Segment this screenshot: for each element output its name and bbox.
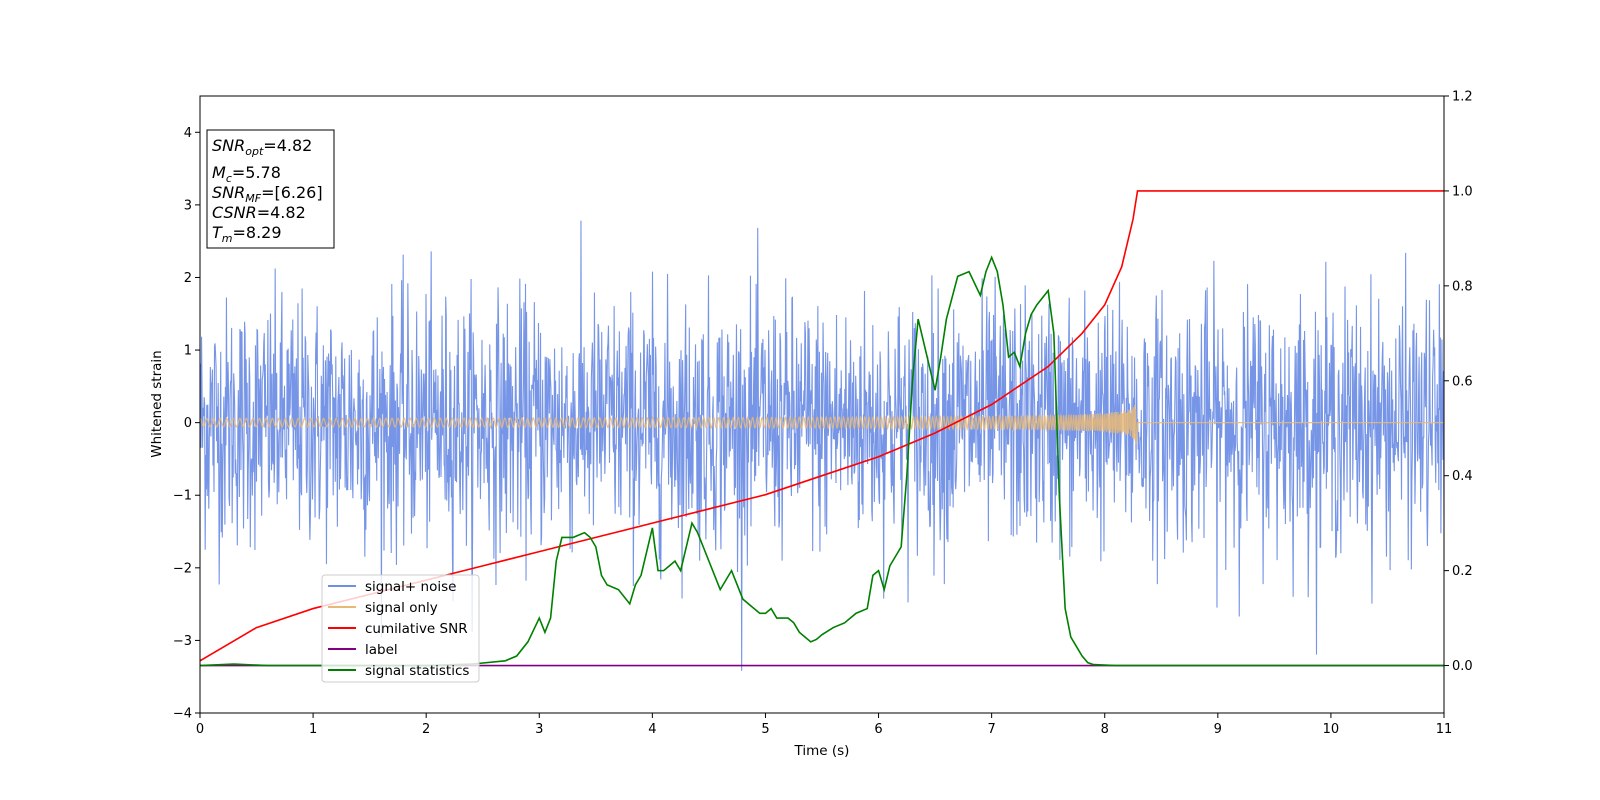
left-y-tick-label: −2 [173,561,192,576]
info-snr-opt: SNRopt=4.82 [212,136,312,158]
x-tick-label: 6 [874,722,882,737]
series-signal-statistics [200,255,1444,667]
legend-frame [321,574,480,683]
y-axis-label: Whitened strain [149,350,165,457]
info-snr-mf: SNRMF=[6.26] [212,183,323,205]
left-y-tick-label: 3 [184,198,192,213]
x-tick-label: 11 [1436,722,1453,737]
x-tick-label: 3 [535,722,543,737]
x-tick-label: 7 [987,722,995,737]
x-tick-label: 9 [1214,722,1222,737]
left-y-tick-label: −3 [173,634,192,649]
info-mc-value: 5.78 [245,163,281,182]
x-axis-ticks: 0 1 2 3 4 5 6 7 8 9 10 11 [196,713,1452,737]
info-box: SNRopt=4.82 Mc=5.78 SNRMF=[6.26] CSNR=4.… [206,129,335,249]
legend-label-cumulative-snr: cumilative SNR [365,621,468,637]
left-y-tick-label: 4 [184,126,192,141]
info-tm-value: 8.29 [246,223,282,242]
left-y-axis-ticks: −4 −3 −2 −1 0 1 2 3 4 [173,126,200,722]
left-y-tick-label: −1 [173,489,192,504]
right-y-tick-label: 0.6 [1452,374,1473,389]
right-y-axis-ticks: 0.0 0.2 0.4 0.6 0.8 1.0 1.2 [1444,90,1473,674]
x-tick-label: 8 [1101,722,1109,737]
left-y-tick-label: −4 [173,707,192,722]
x-tick-label: 0 [196,722,204,737]
right-y-tick-label: 0.2 [1452,564,1473,579]
info-box-frame [206,129,335,249]
info-snr-opt-value: 4.82 [277,136,313,155]
info-csnr-value: 4.82 [270,203,306,222]
legend: signal+ noise signal only cumilative SNR… [321,574,480,683]
right-y-tick-label: 0.8 [1452,279,1473,294]
plot-frame [199,95,1445,714]
left-y-tick-label: 2 [184,271,192,286]
legend-label-signal-only: signal only [365,600,438,616]
legend-label-signal-statistics: signal statistics [365,663,469,679]
info-tm: Tm=8.29 [212,223,282,245]
legend-label-signal-noise: signal+ noise [365,579,456,595]
right-y-tick-label: 0.0 [1452,659,1473,674]
series-signal-only [200,405,1444,445]
x-tick-label: 2 [422,722,430,737]
x-tick-label: 4 [648,722,656,737]
left-y-tick-label: 0 [184,416,192,431]
info-mc: Mc=5.78 [212,163,281,185]
x-tick-label: 1 [309,722,317,737]
info-csnr: CSNR=4.82 [212,203,306,222]
legend-label-label: label [365,642,398,658]
x-tick-label: 5 [761,722,769,737]
x-tick-label: 10 [1323,722,1340,737]
x-axis-label: Time (s) [794,743,850,759]
right-y-tick-label: 1.2 [1452,90,1473,105]
info-snr-mf-value: [6.26] [274,183,322,202]
left-y-tick-label: 1 [184,344,192,359]
right-y-tick-label: 1.0 [1452,184,1473,199]
right-y-tick-label: 0.4 [1452,469,1473,484]
